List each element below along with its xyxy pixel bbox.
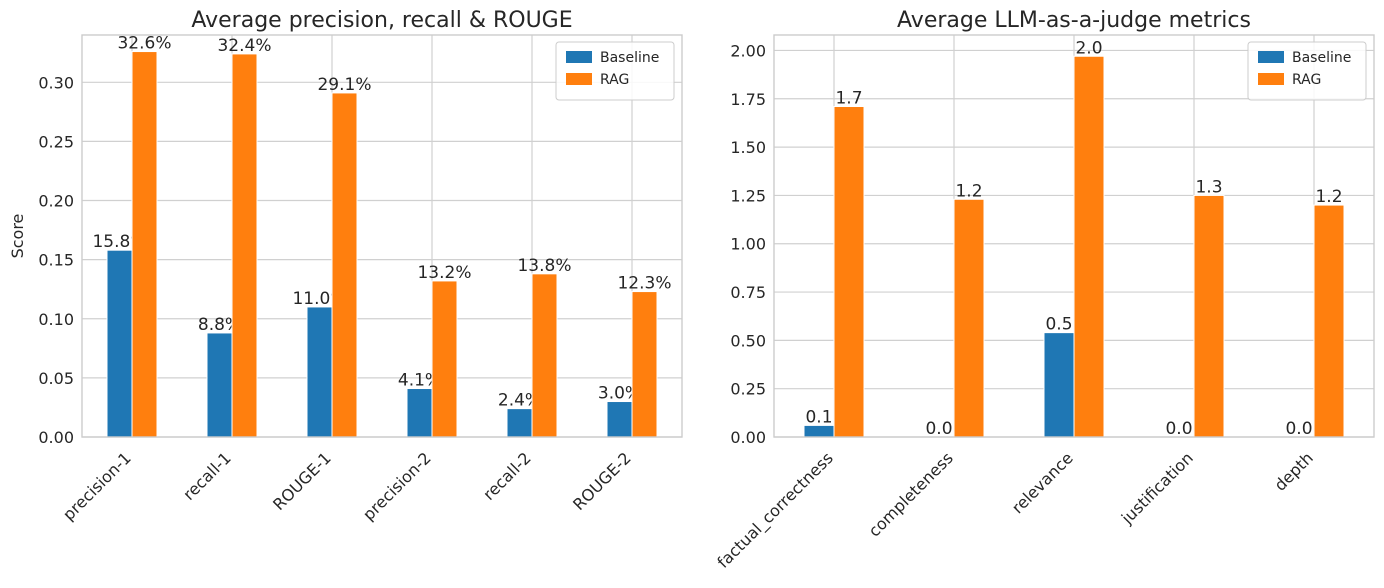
data-label-baseline: 3.0% (598, 384, 641, 404)
y-tick-label: 0.25 (730, 380, 766, 399)
plot-frame (773, 34, 1375, 438)
data-label-rag: 1.2 (955, 181, 982, 201)
data-label-baseline: 4.1% (398, 371, 441, 391)
y-tick-label: 0.75 (730, 283, 766, 302)
data-label-rag: 13.8% (517, 256, 571, 276)
data-label-rag: 32.6% (117, 34, 171, 54)
y-tick-label: 0.50 (730, 331, 766, 350)
bar-rag-precision-2 (431, 280, 458, 438)
x-tick-label: ROUGE-1 (269, 448, 335, 514)
data-label-baseline: 2.4% (498, 391, 541, 411)
x-tick-label: precision-1 (59, 448, 135, 524)
data-label-baseline: 0.1 (805, 407, 832, 427)
legend-swatch-rag (1258, 73, 1284, 85)
bar-baseline-recall-1 (206, 332, 233, 438)
chart-2: 0.00 0.25 0.50 0.75 1.00 1.25 1.50 1.75 2.00 0.1 0… (713, 8, 1375, 573)
bar-baseline-recall-2 (506, 408, 533, 438)
bar-rag-ROUGE-1 (331, 92, 358, 438)
data-label-rag: 32.4% (217, 36, 271, 56)
legend-label-rag: RAG (600, 72, 629, 88)
data-label-rag: 12.3% (617, 274, 671, 294)
legend-label-baseline: Baseline (1292, 50, 1351, 66)
legend-swatch-rag (566, 73, 592, 85)
x-tick-label: justification (1117, 448, 1197, 528)
data-label-baseline: 8.8% (198, 315, 241, 335)
bar-rag-depth (1313, 204, 1345, 438)
data-label-baseline: 0.0 (1285, 419, 1312, 439)
x-tick-label: depth (1270, 448, 1316, 494)
data-label-rag: 13.2% (417, 263, 471, 283)
bar-rag-factual_correctness (833, 106, 865, 438)
data-label-rag: 29.1% (317, 75, 371, 95)
data-label-rag: 1.7 (835, 89, 862, 109)
legend-swatch-baseline (566, 51, 592, 63)
bar-rag-recall-1 (231, 53, 258, 438)
legend: Baseline RAG (1247, 41, 1367, 101)
y-tick-label: 0.05 (38, 369, 74, 388)
bar-rag-justification (1193, 194, 1225, 438)
bar-rag-completeness (953, 198, 985, 438)
data-label-rag: 1.3 (1195, 177, 1222, 197)
y-tick-label: 0.10 (38, 310, 74, 329)
y-tick-label: 1.25 (730, 186, 766, 205)
plot-frame (81, 34, 683, 438)
y-tick-label: 0.25 (38, 132, 74, 151)
x-tick-label: precision-2 (359, 448, 435, 524)
legend: Baseline RAG (555, 41, 675, 101)
bar-rag-precision-1 (131, 51, 158, 438)
x-tick-label: recall-1 (179, 448, 235, 504)
x-tick-label: ROUGE-2 (569, 448, 635, 514)
bar-baseline-ROUGE-1 (306, 306, 333, 438)
data-label-rag: 1.2 (1315, 187, 1342, 207)
legend-label-rag: RAG (1292, 72, 1321, 88)
data-label-baseline: 0.0 (925, 419, 952, 439)
x-tick-label: factual_correctness (713, 448, 837, 572)
x-tick-label: recall-2 (479, 448, 535, 504)
y-tick-label: 1.00 (730, 235, 766, 254)
bar-rag-relevance (1073, 55, 1105, 438)
y-tick-label: 0.30 (38, 73, 74, 92)
legend-label-baseline: Baseline (600, 50, 659, 66)
bar-baseline-relevance (1043, 332, 1075, 438)
data-label-rag: 2.0 (1075, 38, 1102, 58)
y-tick-label: 1.75 (730, 90, 766, 109)
legend-swatch-baseline (1258, 51, 1284, 63)
chart-title: Average precision, recall & ROUGE (191, 8, 572, 33)
bar-baseline-precision-1 (106, 249, 133, 438)
bar-baseline-precision-2 (406, 388, 433, 438)
y-tick-label: 0.00 (730, 428, 766, 447)
y-tick-label: 0.15 (38, 251, 74, 270)
y-axis-label: Score (8, 214, 27, 259)
bar-rag-recall-2 (531, 273, 558, 438)
chart-1: 0.000.050.100.150.200.250.3015.8%8.8%11.… (8, 8, 683, 524)
x-tick-label: relevance (1008, 448, 1077, 517)
y-tick-label: 0.00 (38, 428, 74, 447)
x-tick-label: completeness (865, 448, 957, 540)
y-tick-label: 2.00 (730, 41, 766, 60)
data-label-baseline: 0.0 (1165, 419, 1192, 439)
y-tick-label: 0.20 (38, 192, 74, 211)
bar-baseline-ROUGE-2 (606, 401, 633, 438)
chart-title: Average LLM-as-a-judge metrics (897, 8, 1251, 33)
bar-rag-ROUGE-2 (631, 291, 658, 438)
y-tick-label: 1.50 (730, 138, 766, 157)
data-label-baseline: 0.5 (1045, 315, 1072, 335)
